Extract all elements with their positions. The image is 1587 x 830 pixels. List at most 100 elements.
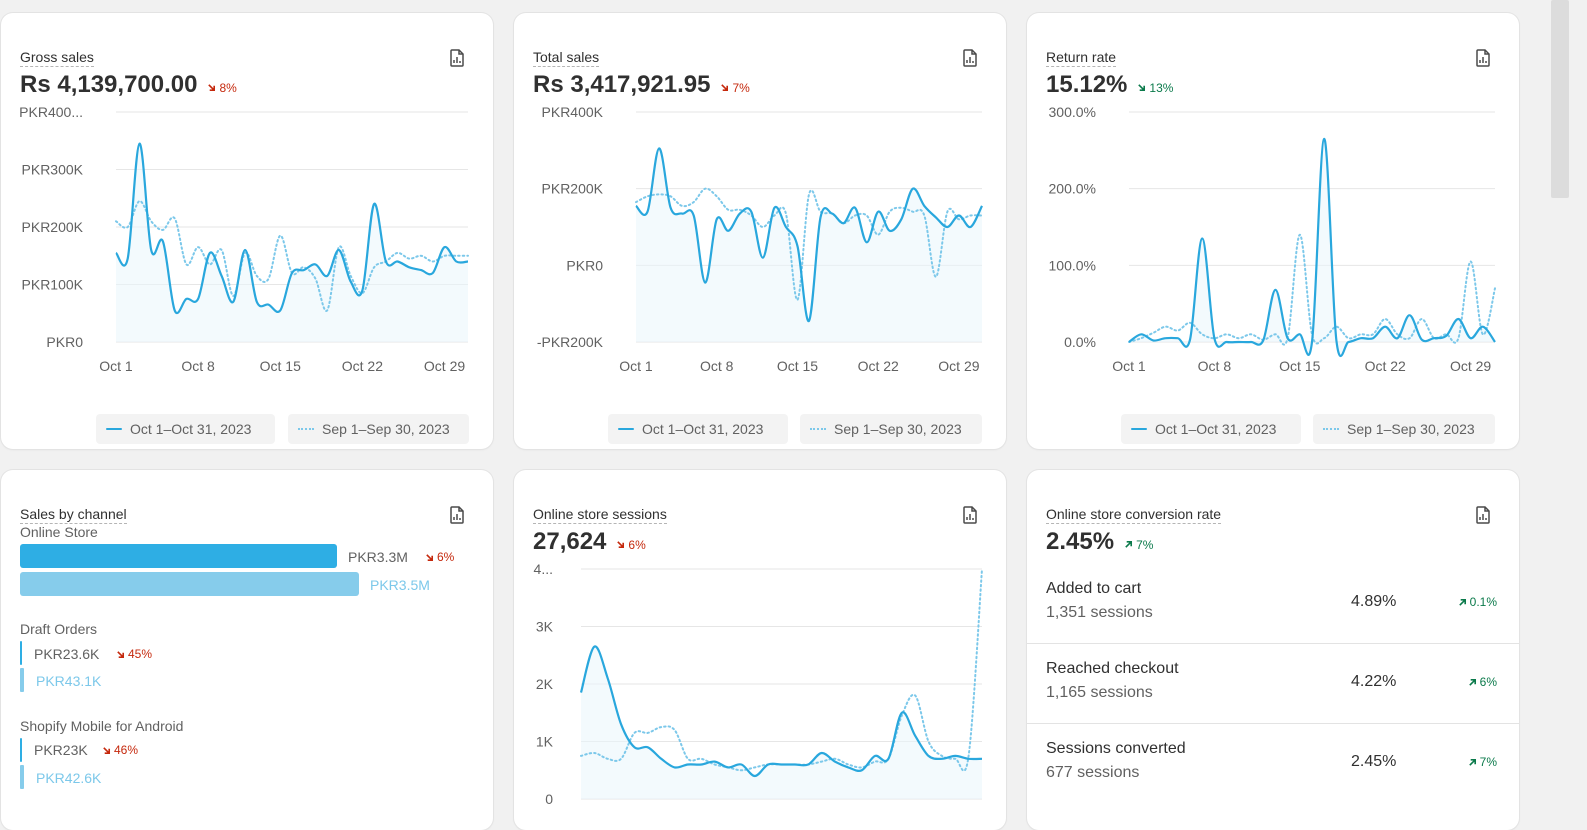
delta-value: 7%	[732, 80, 750, 95]
return-rate-card: Return rate 15.12% 13% 0.0% 100.0% 200.0% 3…	[1027, 13, 1519, 449]
y-tick-label: 0.0%	[1064, 334, 1096, 350]
legend-current[interactable]: Oct 1–Oct 31, 2023	[96, 414, 275, 444]
funnel-percentage: 2.45%	[1351, 753, 1397, 770]
channel-current-value: PKR23K	[34, 742, 88, 758]
series-line-previous[interactable]	[1128, 233, 1496, 346]
legend-previous[interactable]: Sep 1–Sep 30, 2023	[288, 414, 469, 444]
online-store-sessions-card: Online store sessions 27,624 6% 0 1K 2K 3K 4…	[514, 470, 1006, 830]
legend-current[interactable]: Oct 1–Oct 31, 2023	[1121, 414, 1301, 444]
y-tick-label: 100.0%	[1049, 257, 1096, 273]
card-title[interactable]: Online store sessions	[533, 506, 667, 524]
legend-label: Oct 1–Oct 31, 2023	[130, 421, 252, 437]
total-sales-chart: -PKR200K PKR0 PKR200K PKR400K Oct 1 Oct 8 Oct …	[537, 104, 983, 374]
series-line-current[interactable]	[635, 147, 983, 323]
card-title[interactable]: Sales by channel	[20, 506, 127, 524]
export-report-icon[interactable]	[1475, 506, 1491, 524]
channel-previous-value: PKR43.1K	[36, 673, 102, 689]
x-tick-label: Oct 29	[424, 358, 465, 374]
y-tick-label: PKR300K	[22, 162, 84, 178]
funnel-label: Reached checkout	[1046, 660, 1179, 677]
x-tick-label: Oct 1	[1112, 358, 1146, 374]
delta-badge: 7%	[720, 80, 750, 95]
x-tick-label: Oct 15	[1279, 358, 1320, 374]
card-title[interactable]: Return rate	[1046, 49, 1117, 67]
x-tick-label: Oct 22	[1365, 358, 1406, 374]
card-title[interactable]: Online store conversion rate	[1046, 506, 1222, 524]
series-area	[1129, 138, 1495, 357]
card-title[interactable]: Total sales	[533, 49, 600, 67]
y-tick-label: 0	[545, 791, 553, 807]
funnel-row-reached-checkout: Reached checkout 1,165 sessions 4.22% 6%	[1027, 644, 1519, 724]
export-report-icon[interactable]	[1475, 49, 1491, 67]
delta-value: 7%	[1479, 755, 1497, 769]
delta-value: 45%	[128, 647, 153, 661]
channel-current-bar[interactable]	[20, 544, 337, 568]
legend-previous[interactable]: Sep 1–Sep 30, 2023	[1313, 414, 1495, 444]
funnel-label: Sessions converted	[1046, 740, 1186, 757]
solid-line-swatch	[618, 428, 634, 430]
row-divider	[1027, 643, 1519, 644]
delta-value: 0.1%	[1469, 595, 1497, 609]
page-scrollbar[interactable]	[1551, 0, 1569, 198]
arrow-down-right-icon	[617, 541, 625, 549]
solid-line-swatch	[1131, 428, 1147, 430]
series-line-current[interactable]	[1128, 137, 1496, 358]
metric-value: Rs 4,139,700.00	[20, 71, 198, 98]
channel-previous-bar[interactable]	[20, 765, 24, 789]
delta-value: 6%	[437, 550, 455, 564]
y-tick-label: 1K	[536, 734, 554, 750]
series-line-previous[interactable]	[635, 187, 983, 301]
metric-value: 2.45%	[1046, 528, 1115, 555]
funnel-sessions: 1,165 sessions	[1046, 684, 1153, 701]
legend-current[interactable]: Oct 1–Oct 31, 2023	[608, 414, 788, 444]
funnel-percentage: 4.89%	[1351, 593, 1397, 610]
y-tick-label: 2K	[536, 676, 554, 692]
arrow-down-right-icon	[426, 553, 434, 561]
arrow-down-right-icon	[117, 650, 125, 658]
channel-current-bar[interactable]	[20, 738, 22, 762]
legend-previous[interactable]: Sep 1–Sep 30, 2023	[800, 414, 982, 444]
conversion-rate-card: Online store conversion rate 2.45% 7% Ad…	[1027, 470, 1519, 830]
delta-badge: 7%	[1468, 755, 1497, 769]
y-tick-label: 3K	[536, 619, 554, 635]
channel-current-bar[interactable]	[20, 641, 22, 665]
channel-previous-bar[interactable]	[20, 572, 359, 596]
series-line-current[interactable]	[579, 645, 983, 778]
funnel-row-added-to-cart: Added to cart 1,351 sessions 4.89% 0.1%	[1027, 564, 1519, 644]
x-tick-label: Oct 1	[99, 358, 133, 374]
series-line-previous[interactable]	[580, 568, 983, 772]
delta-value: 46%	[114, 743, 139, 757]
delta-badge: 46%	[102, 743, 138, 757]
arrow-up-right-icon	[1468, 758, 1476, 766]
metric-value: 27,624	[533, 528, 607, 555]
legend-label: Oct 1–Oct 31, 2023	[1155, 421, 1277, 437]
export-report-icon[interactable]	[962, 49, 978, 67]
x-tick-label: Oct 15	[777, 358, 818, 374]
metric-value: Rs 3,417,921.95	[533, 71, 711, 98]
card-title[interactable]: Gross sales	[20, 49, 94, 67]
series-area	[116, 143, 468, 342]
delta-value: 8%	[219, 80, 237, 95]
delta-value: 6%	[628, 537, 646, 552]
y-tick-label: PKR200K	[22, 219, 84, 235]
channel-name: Shopify Mobile for Android	[20, 718, 184, 734]
export-report-icon[interactable]	[449, 49, 465, 67]
series-area	[581, 646, 982, 799]
series-line-current[interactable]	[115, 142, 469, 315]
return-rate-chart: 0.0% 100.0% 200.0% 300.0% Oct 1 Oct 8 Oct 15 Oc…	[1049, 104, 1496, 374]
y-tick-label: PKR200K	[542, 181, 604, 197]
x-tick-label: Oct 22	[858, 358, 899, 374]
y-tick-label: PKR0	[566, 257, 603, 273]
dotted-line-swatch	[810, 428, 826, 430]
export-report-icon[interactable]	[449, 506, 465, 524]
channel-previous-bar[interactable]	[20, 668, 24, 692]
export-report-icon[interactable]	[962, 506, 978, 524]
sales-by-channel-card: Sales by channel Online Store PKR3.3M 6%…	[1, 470, 493, 830]
gross-sales-card: Gross sales Rs 4,139,700.00 8% PKR0 PKR10…	[1, 13, 493, 449]
channel-current-value: PKR3.3M	[348, 549, 408, 565]
legend-label: Sep 1–Sep 30, 2023	[834, 421, 962, 437]
x-tick-label: Oct 29	[938, 358, 979, 374]
y-tick-label: PKR0	[46, 334, 83, 350]
delta-value: 13%	[1149, 80, 1174, 95]
x-tick-label: Oct 22	[342, 358, 383, 374]
